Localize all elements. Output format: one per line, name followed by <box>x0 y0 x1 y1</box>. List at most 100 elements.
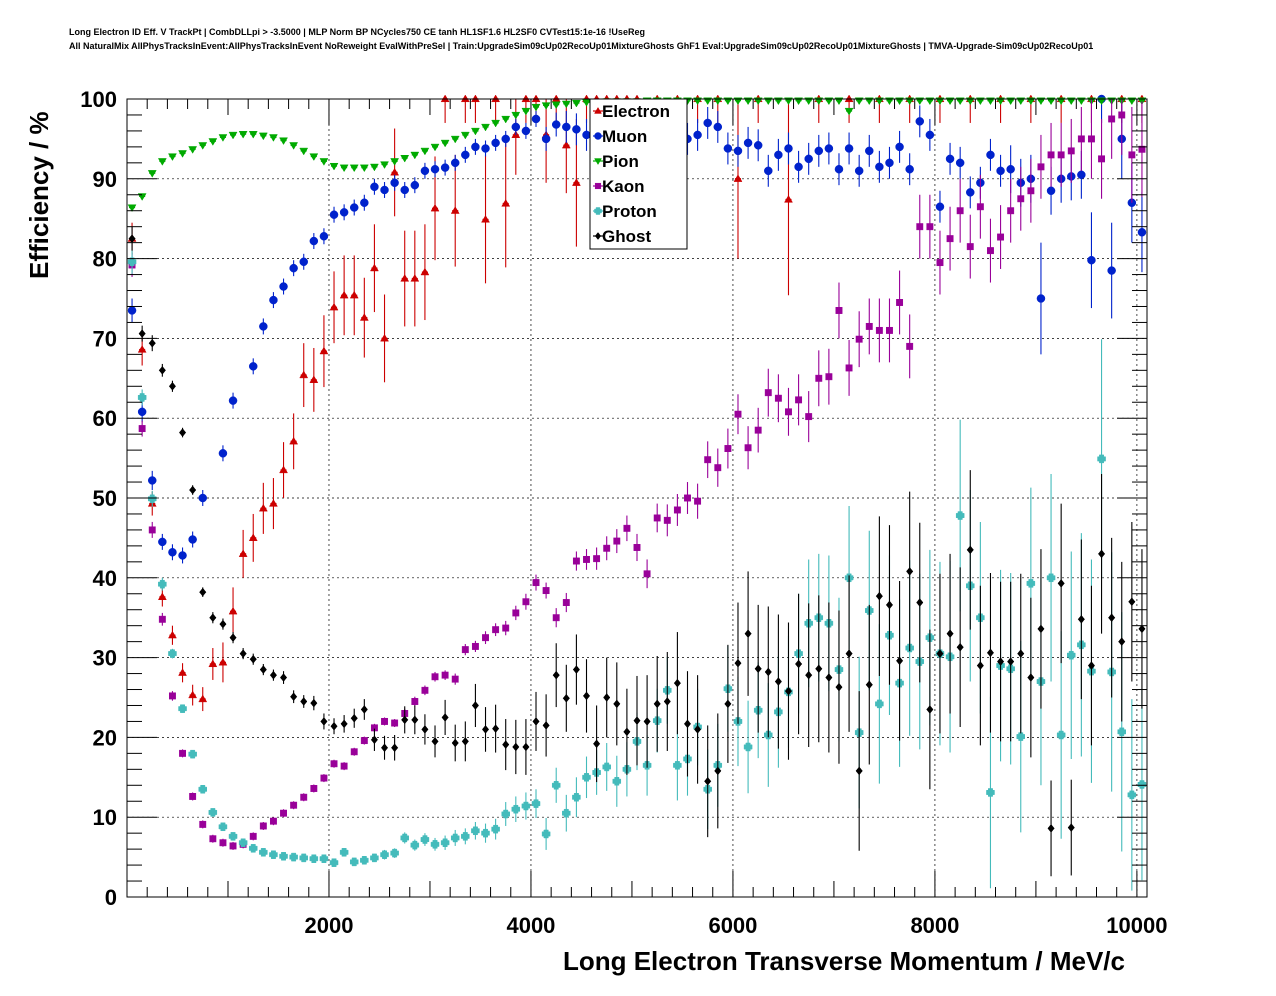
data-point <box>915 117 925 126</box>
data-point <box>290 692 298 702</box>
data-point <box>1037 624 1045 634</box>
data-point <box>805 413 813 421</box>
legend-label: Kaon <box>602 177 645 196</box>
data-point <box>844 107 854 116</box>
legend-label: Proton <box>602 202 657 221</box>
data-point <box>349 290 359 299</box>
data-point <box>471 642 479 650</box>
legend-label: Pion <box>602 152 639 171</box>
data-point <box>300 697 308 706</box>
axes: 2000 4000 6000 8000 10000 0 10 20 30 40 50 60 70 80 90… <box>80 87 1167 938</box>
data-point <box>1107 266 1116 275</box>
data-point <box>531 114 541 124</box>
data-point <box>259 322 268 331</box>
legend-entry-electron: Electron <box>593 102 670 121</box>
data-point <box>450 135 460 144</box>
data-point <box>391 743 399 753</box>
data-point <box>532 579 540 587</box>
data-point <box>492 724 500 734</box>
data-point <box>400 274 410 282</box>
data-point <box>521 94 531 103</box>
data-point <box>238 838 248 847</box>
data-point <box>259 822 267 830</box>
data-point <box>561 140 571 149</box>
data-point <box>370 735 378 745</box>
data-point <box>511 122 521 132</box>
data-point <box>946 629 954 639</box>
data-point <box>411 698 419 705</box>
data-point <box>178 704 187 713</box>
data-point <box>834 164 844 174</box>
x-tick-label: 8000 <box>910 913 959 938</box>
data-point <box>491 119 501 128</box>
data-point <box>571 99 581 108</box>
data-point <box>228 832 238 841</box>
data-point <box>239 649 247 659</box>
data-point <box>713 122 723 132</box>
data-point <box>795 396 803 404</box>
data-point <box>784 195 793 203</box>
data-point <box>825 673 833 682</box>
data-point <box>1026 579 1036 588</box>
data-point <box>320 717 328 726</box>
data-point <box>502 624 510 632</box>
data-point <box>1087 661 1095 670</box>
data-point <box>694 497 702 505</box>
data-point <box>1046 186 1056 196</box>
data-point <box>380 161 389 169</box>
data-point <box>1118 637 1126 647</box>
data-point <box>603 693 611 702</box>
data-point <box>138 329 146 339</box>
series-ghost <box>128 226 1146 877</box>
data-point <box>228 131 238 140</box>
data-point <box>269 817 277 825</box>
data-point <box>541 829 551 839</box>
data-point <box>289 436 299 445</box>
data-point <box>925 130 935 140</box>
data-point <box>381 743 389 753</box>
data-point <box>805 670 813 680</box>
data-point <box>1088 135 1095 143</box>
data-point <box>492 626 500 634</box>
data-point <box>966 545 974 555</box>
data-point <box>511 804 521 814</box>
data-point <box>431 673 439 681</box>
data-point <box>481 144 490 153</box>
data-point <box>471 826 480 836</box>
data-point <box>542 587 550 595</box>
data-point <box>955 511 965 520</box>
data-point <box>360 705 368 714</box>
data-point <box>430 164 440 174</box>
data-point <box>734 658 742 668</box>
data-point <box>1017 195 1025 203</box>
data-point <box>460 131 470 140</box>
data-point <box>369 163 379 172</box>
data-point <box>764 166 773 176</box>
data-point <box>531 94 541 103</box>
data-point <box>693 130 702 140</box>
data-point <box>743 742 753 752</box>
data-point <box>906 567 914 576</box>
data-point <box>684 494 691 502</box>
y-tick-label: 80 <box>93 247 117 272</box>
data-point <box>987 247 994 255</box>
data-point <box>339 848 349 857</box>
data-point <box>844 94 854 103</box>
data-point <box>743 138 753 148</box>
data-point <box>875 326 883 334</box>
data-point <box>1087 255 1096 265</box>
data-point <box>349 164 359 173</box>
data-point <box>481 725 490 734</box>
data-point <box>350 713 358 723</box>
data-point <box>391 719 399 727</box>
data-point <box>956 207 964 215</box>
data-point <box>1067 823 1075 832</box>
data-point <box>168 630 177 639</box>
data-point <box>926 223 934 231</box>
data-point <box>299 853 308 863</box>
data-point <box>1057 578 1065 588</box>
data-point <box>551 120 561 129</box>
data-point <box>623 524 631 532</box>
data-point <box>501 134 510 144</box>
data-point <box>916 223 924 231</box>
